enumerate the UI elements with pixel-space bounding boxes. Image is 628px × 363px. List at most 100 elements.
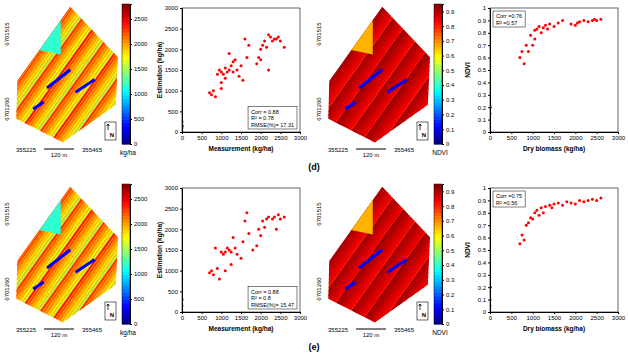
- colorbar-cell: [122, 233, 130, 237]
- y-axis-tick: 0.8: [478, 30, 490, 36]
- point: [595, 19, 598, 22]
- x-axis-tick-label: 2500: [274, 135, 288, 141]
- map-stripe: [299, 4, 399, 144]
- y-axis-tick: 2000: [165, 47, 182, 53]
- point: [540, 31, 543, 34]
- point: [234, 58, 237, 61]
- colorbar-axis-tick-label: 0.4: [446, 262, 455, 268]
- y-axis-tick-mark: [180, 111, 182, 112]
- points: [182, 33, 286, 132]
- map-stripe: [224, 4, 324, 144]
- colorbar-cell: [122, 57, 130, 61]
- map-strip: [359, 70, 382, 88]
- colorbar-axis-tick-label: 1000: [134, 91, 148, 97]
- colorbar-cell: [122, 202, 130, 206]
- colorbar-cell: [122, 279, 130, 283]
- map-stripe: [332, 4, 432, 144]
- colorbar-axis-tick: 2000: [130, 41, 148, 47]
- colorbar-axis-tick: 2500: [130, 196, 148, 202]
- x-axis-line: [183, 133, 301, 135]
- y-axis-tick-label: 500: [168, 289, 179, 295]
- point: [216, 267, 219, 270]
- x-axis-tick-label: 0: [489, 315, 493, 321]
- map-stripe: [248, 184, 348, 324]
- colorbar-cell: [434, 272, 442, 276]
- map-stripe: [0, 184, 21, 324]
- x-axis-tick: 3000: [294, 312, 308, 321]
- scale-bar-label: 120 m: [363, 332, 380, 338]
- colorbar-axis-line: [443, 185, 445, 325]
- colorbar-axis-tick: 0.7: [442, 38, 455, 44]
- colorbar-cell: [434, 314, 442, 318]
- point: [220, 87, 223, 90]
- point: [599, 196, 602, 199]
- y-axis-tick-label: 0: [175, 309, 179, 315]
- point: [232, 71, 235, 74]
- map-stripe: [320, 184, 420, 324]
- x-axis-tick-mark: [300, 312, 301, 314]
- map-stripe: [89, 184, 189, 324]
- map-stripe: [380, 184, 480, 324]
- x-axis-tick: 2500: [590, 132, 604, 141]
- map-stripe: [296, 184, 396, 324]
- x-axis-tick-mark: [511, 132, 512, 134]
- colorbar-axis-tick-mark: [130, 199, 132, 200]
- colorbar-cell: [434, 15, 442, 19]
- colorbar-axis-tick-label: 0.2: [446, 112, 455, 118]
- stats-text: R² = 0.8: [251, 295, 271, 301]
- map-stripe: [20, 184, 120, 324]
- colorbar-cell: [122, 85, 130, 89]
- y-axis-tick-label: 0.7: [478, 43, 487, 49]
- scale-bar-label: 120 m: [51, 152, 68, 158]
- map-stripe: [0, 4, 12, 144]
- y-axis-tick: 0.7: [478, 43, 490, 49]
- colorbar-axis-tick-mark: [442, 100, 444, 101]
- colorbar-axis-tick-mark: [130, 224, 132, 225]
- x-axis-tick-mark: [261, 132, 262, 134]
- colorbar-cell: [434, 300, 442, 304]
- scatter-panel: 0500100015002000250030000500100015002000…: [156, 5, 308, 153]
- points: [490, 196, 602, 307]
- map-stripe: [77, 4, 177, 144]
- colorbar-cell: [122, 296, 130, 300]
- map-coordinate: 355465: [82, 147, 103, 153]
- map-patch: [345, 195, 373, 234]
- map-stripe: [242, 4, 342, 144]
- x-axis-tick-label: 2500: [590, 315, 604, 321]
- map-stripe: [389, 4, 489, 144]
- x-axis-tick-label: 2500: [590, 135, 604, 141]
- point: [548, 23, 551, 26]
- north-label: N: [110, 132, 114, 138]
- y-axis-tick: 500: [168, 109, 182, 115]
- point: [518, 56, 521, 59]
- colorbar-axis-tick-mark: [130, 299, 132, 300]
- stats-box-frame: [248, 287, 297, 310]
- point: [587, 199, 590, 202]
- y-axis-tick: 1000: [165, 268, 182, 274]
- map-stripe: [0, 184, 60, 324]
- x-axis-tick-label: 1500: [235, 315, 249, 321]
- colorbar-axis-tick-label: 0.3: [446, 97, 455, 103]
- x-axis: 050010001500200025003000: [489, 132, 626, 141]
- point: [550, 206, 553, 209]
- y-axis-tick: 1: [483, 185, 490, 191]
- x-axis-tick: 1500: [548, 132, 562, 141]
- x-axis-tick: 1000: [215, 132, 229, 141]
- colorbar-cell: [434, 36, 442, 40]
- map-stripe: [56, 184, 156, 324]
- colorbar-cell: [122, 237, 130, 241]
- map-stripe: [89, 4, 189, 144]
- x-axis-tick-label: 2000: [254, 135, 268, 141]
- colorbar-axis-line: [131, 185, 133, 325]
- colorbar-cell: [122, 99, 130, 103]
- map-coordinate: 355465: [394, 327, 415, 333]
- y-axis-tick-label: 2000: [165, 47, 179, 53]
- map-stripe: [29, 184, 129, 324]
- colorbar-cell: [122, 50, 130, 54]
- y-axis-tick-label: 3000: [165, 5, 179, 11]
- map-stripe: [0, 184, 12, 324]
- y-axis-tick-label: 0.9: [478, 18, 487, 24]
- map-stripe: [368, 4, 468, 144]
- x-axis-tick-label: 1500: [548, 315, 562, 321]
- x-axis-tick: 2500: [274, 312, 288, 321]
